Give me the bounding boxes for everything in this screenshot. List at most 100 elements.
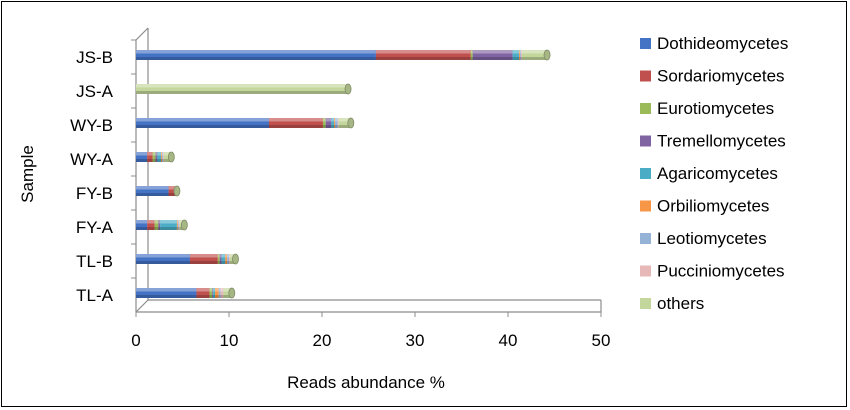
bar-segment-body bbox=[229, 254, 230, 264]
legend-item: Pucciniomycetes bbox=[640, 262, 785, 281]
bar-segment-body bbox=[219, 254, 222, 264]
y-tick-label: JS-B bbox=[76, 48, 113, 67]
bar-segment-shadow bbox=[219, 261, 222, 264]
bar-end-cap bbox=[344, 83, 352, 95]
bar-segment-shadow bbox=[178, 227, 180, 230]
bar-segment-body bbox=[521, 50, 522, 60]
bar-segment-highlight bbox=[177, 220, 179, 224]
bar-segment-body bbox=[218, 288, 221, 298]
bar-segment bbox=[147, 152, 153, 162]
bar-segment-body bbox=[162, 152, 163, 162]
bar-segment-body bbox=[176, 220, 178, 230]
bar-segment-highlight bbox=[136, 288, 197, 292]
bar-segment-highlight bbox=[136, 186, 169, 190]
bar-segment-shadow bbox=[519, 57, 521, 60]
bar-segment-shadow bbox=[136, 227, 148, 230]
bar-segment-shadow bbox=[176, 227, 178, 230]
bar-end-cap bbox=[232, 253, 239, 265]
bar-segment-body bbox=[155, 152, 158, 162]
bar-segment-shadow bbox=[162, 159, 164, 162]
bar-segment-body bbox=[147, 152, 153, 162]
bar-segment-shadow bbox=[322, 125, 326, 128]
bar-segment-shadow bbox=[223, 295, 232, 298]
bar-segment bbox=[470, 50, 473, 60]
bar-segment-body bbox=[189, 254, 218, 264]
bar-segment-shadow bbox=[136, 295, 197, 298]
bar-segment-highlight bbox=[334, 118, 336, 122]
bar-segment bbox=[209, 288, 213, 298]
bar-segment-body bbox=[136, 118, 269, 128]
x-tick-label: 40 bbox=[499, 331, 518, 350]
bar-segment-shadow bbox=[177, 227, 179, 230]
bar-segment bbox=[136, 220, 148, 230]
bar-segment-body bbox=[337, 118, 339, 128]
bar-segment-highlight bbox=[215, 288, 219, 292]
bar-segment-body bbox=[217, 254, 220, 264]
legend-label: Eurotiomycetes bbox=[657, 99, 774, 118]
bar-segment bbox=[519, 50, 521, 60]
bar-segment-highlight bbox=[158, 220, 161, 224]
bar-segment-shadow bbox=[168, 193, 176, 196]
bar-segment-body bbox=[177, 220, 179, 230]
bar-segment bbox=[154, 220, 159, 230]
bar-segment-highlight bbox=[268, 118, 323, 122]
bar-segment-highlight bbox=[163, 152, 172, 156]
x-tick-label: 20 bbox=[313, 331, 332, 350]
bar-segment bbox=[335, 118, 338, 128]
bar-segment bbox=[136, 50, 376, 60]
legend-label: Pucciniomycetes bbox=[657, 262, 785, 281]
bar-segment-highlight bbox=[322, 118, 326, 122]
bar-segment-body bbox=[331, 118, 335, 128]
legend-item: Agaricomycetes bbox=[640, 164, 778, 183]
y-tick-label: TL-A bbox=[76, 286, 114, 305]
y-tick-labels: JS-B JS-A WY-B WY-A FY-B FY-A TL-B TL-A bbox=[70, 39, 136, 305]
legend-label: Dothideomycetes bbox=[657, 34, 788, 53]
x-tick-labels: 0 10 20 30 40 50 bbox=[131, 312, 610, 350]
bar-segment-shadow bbox=[334, 125, 336, 128]
bar-segment-shadow bbox=[338, 125, 351, 128]
bar-segment-highlight bbox=[219, 254, 222, 258]
bar-segment-highlight bbox=[152, 152, 156, 156]
bar-segment-body bbox=[268, 118, 323, 128]
bar-segment-highlight bbox=[162, 152, 163, 156]
bar-segment bbox=[521, 50, 548, 60]
bar-segment-body bbox=[338, 118, 351, 128]
bar-segment-shadow bbox=[163, 159, 172, 162]
x-tick-label: 10 bbox=[220, 331, 239, 350]
bar-segment-highlight bbox=[337, 118, 339, 122]
bar-segment-body bbox=[212, 288, 214, 298]
bar-segment-highlight bbox=[155, 152, 158, 156]
bar-segment-highlight bbox=[136, 84, 349, 88]
bar-segment bbox=[157, 152, 162, 162]
bar-segment-highlight bbox=[223, 288, 232, 292]
bar-segment-shadow bbox=[521, 57, 548, 60]
bar-segment-body bbox=[161, 152, 163, 162]
bar-segment bbox=[136, 152, 148, 162]
bar-segment-shadow bbox=[147, 159, 153, 162]
legend-item: Sordariomycetes bbox=[640, 67, 785, 86]
bar-segment-shadow bbox=[225, 261, 228, 264]
bar-segment-body bbox=[158, 220, 161, 230]
x-tick-label: 50 bbox=[592, 331, 611, 350]
bar-segment-body bbox=[221, 254, 226, 264]
bar-segment-body bbox=[335, 118, 338, 128]
bar-segment-highlight bbox=[212, 288, 214, 292]
legend-label: Agaricomycetes bbox=[657, 164, 778, 183]
bar-end-cap bbox=[180, 219, 188, 231]
bar-end-cap bbox=[173, 185, 181, 197]
bar-end-cap bbox=[228, 287, 236, 299]
bar-segment-highlight bbox=[136, 220, 148, 224]
bar-stack bbox=[136, 49, 551, 61]
bar-segment bbox=[213, 288, 216, 298]
bar-stack bbox=[136, 151, 175, 163]
bar-segment-shadow bbox=[155, 159, 158, 162]
bar-segment-body bbox=[162, 152, 164, 162]
x-tick-label: 0 bbox=[131, 331, 140, 350]
bar-segment bbox=[217, 254, 220, 264]
bar-segment-body bbox=[136, 186, 169, 196]
legend-item: Leotiomycetes bbox=[640, 229, 767, 248]
bar-segment bbox=[160, 220, 177, 230]
bar-segment-highlight bbox=[196, 288, 210, 292]
bar-segment-shadow bbox=[221, 261, 226, 264]
